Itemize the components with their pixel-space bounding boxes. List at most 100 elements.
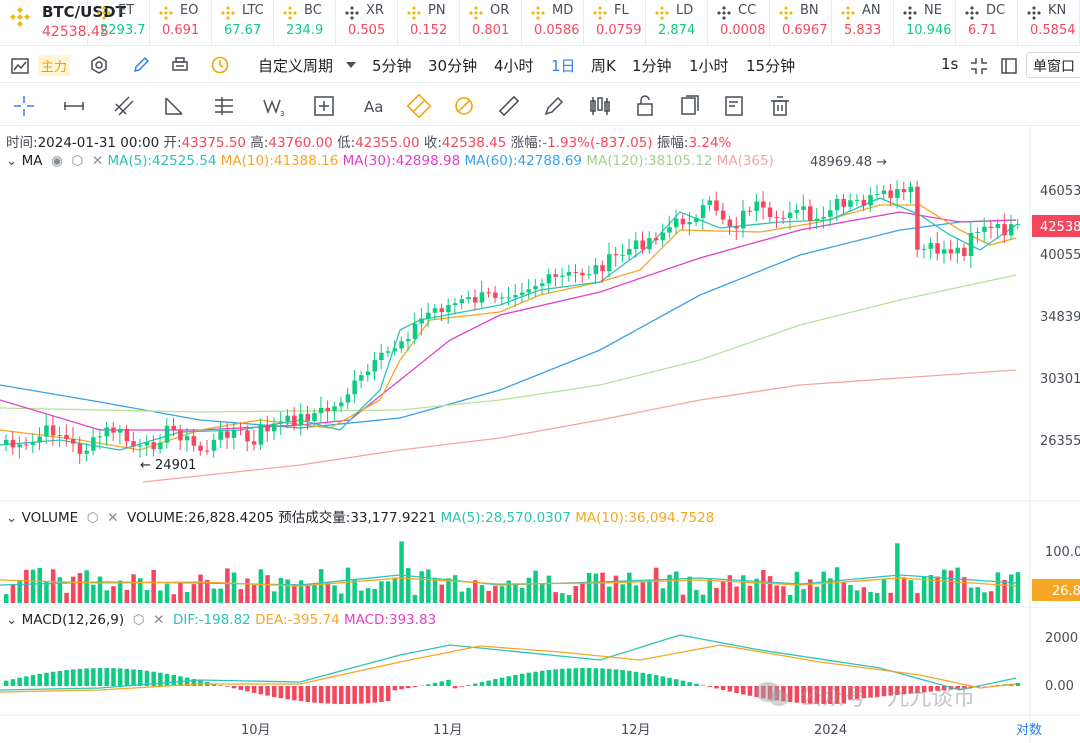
ma60-line [0, 219, 1017, 429]
period-15m[interactable]: 15分钟 [746, 57, 796, 75]
log-scale-toggle[interactable]: 对数 [1016, 723, 1042, 738]
ticker-symbol: OR [490, 3, 510, 18]
volume-bar [151, 569, 156, 603]
macd-bar [104, 668, 109, 686]
ticker-item[interactable]: KN 0.5854 [1018, 0, 1080, 45]
period-1m[interactable]: 1分钟 [632, 57, 672, 75]
volume-settings-icon[interactable]: ⬡ [82, 510, 99, 526]
period-5m[interactable]: 5分钟 [372, 57, 412, 75]
custom-period-dropdown[interactable]: 自定义周期 [258, 57, 334, 75]
volume-bar [674, 571, 679, 603]
ticker-item[interactable]: DC 6.71 [956, 0, 1018, 45]
chart-type-icon[interactable] [11, 57, 29, 75]
volume-bar [84, 570, 89, 603]
period-1h[interactable]: 1小时 [689, 57, 729, 75]
ticker-item[interactable]: OR 0.801 [460, 0, 522, 45]
ticker-item[interactable]: ET 2293.7 [88, 0, 150, 45]
period-30m[interactable]: 30分钟 [428, 57, 478, 75]
ruler-icon[interactable] [497, 94, 521, 118]
ma30-value: MA(30):42898.98 [342, 153, 461, 169]
pencil-icon[interactable] [132, 56, 150, 74]
ticker-symbol: MD [552, 3, 574, 18]
ticker-item[interactable]: XR 0.505 [336, 0, 398, 45]
ticker-item[interactable]: LTC 67.67 [212, 0, 274, 45]
macd-bar [613, 669, 619, 686]
refresh-interval[interactable]: 1s [941, 55, 959, 73]
eye-icon[interactable]: ◉ [46, 153, 63, 169]
volume-bar [747, 585, 753, 603]
macd-bar [660, 676, 666, 686]
candle [365, 371, 371, 376]
candle [975, 231, 980, 234]
candle [426, 312, 431, 319]
macd-close-icon[interactable]: ✕ [148, 612, 169, 628]
edit-icon[interactable] [723, 94, 747, 118]
volume-bar [928, 575, 934, 603]
candle [412, 323, 418, 340]
ticker-item[interactable]: NE 10.946 [894, 0, 956, 45]
short-position-icon[interactable] [452, 94, 476, 118]
volume-bar [727, 575, 733, 603]
ticker-symbol: PN [428, 3, 446, 18]
macd-bar [171, 675, 176, 686]
ticker-item[interactable]: BN 0.6967 [770, 0, 832, 45]
volume-bar [640, 582, 645, 603]
parallel-lines-icon[interactable] [112, 94, 136, 118]
candle [848, 200, 853, 207]
fullscreen-icon[interactable] [970, 57, 988, 75]
volume-bar [124, 589, 130, 603]
ticker-item[interactable]: PN 0.152 [398, 0, 460, 45]
ticker-item[interactable]: BC 234.9 [274, 0, 336, 45]
window-mode-select[interactable]: 单窗口 [1026, 52, 1080, 78]
macd-bar [372, 686, 377, 703]
horizontal-lines-icon[interactable] [212, 94, 236, 118]
ticker-item[interactable]: CC 0.0008 [708, 0, 770, 45]
trash-icon[interactable] [768, 94, 792, 118]
main-symbol[interactable]: BTC/USDT 42538.45 [0, 0, 126, 45]
ma-settings-icon[interactable]: ⬡ [67, 153, 84, 169]
candle [406, 339, 411, 342]
long-position-icon[interactable] [406, 93, 432, 119]
chevron-down-icon[interactable] [346, 62, 356, 70]
macd-bar [292, 686, 297, 701]
macd-bar [493, 679, 498, 686]
angle-icon[interactable] [162, 94, 186, 118]
timer-icon[interactable] [211, 56, 229, 74]
volume-bar [982, 592, 987, 603]
volume-close-icon[interactable]: ✕ [102, 510, 123, 526]
crosshair-icon[interactable] [12, 94, 36, 118]
ticker-item[interactable]: FL 0.0759 [584, 0, 646, 45]
text-tool-icon[interactable]: Aa [362, 94, 386, 118]
ticker-item[interactable]: LD 2.874 [646, 0, 708, 45]
indicator-icon[interactable] [588, 94, 612, 118]
measure-icon[interactable] [312, 94, 336, 118]
candle [151, 442, 156, 450]
macd-bar [519, 673, 525, 686]
ma-close-icon[interactable]: ✕ [87, 153, 104, 169]
main-indicator-badge[interactable]: 主力 [38, 55, 71, 76]
macd-bar [720, 686, 726, 691]
settings-icon[interactable] [90, 56, 108, 74]
volume-bar [71, 576, 76, 603]
ticker-item[interactable]: MD 0.0586 [522, 0, 584, 45]
period-4h[interactable]: 4小时 [494, 57, 534, 75]
period-week[interactable]: 周K [591, 57, 616, 75]
candle [71, 438, 76, 444]
macd-axis-label: 2000 [1045, 631, 1078, 646]
horizontal-segment-icon[interactable] [62, 94, 86, 118]
volume-bar [171, 594, 176, 603]
print-icon[interactable] [171, 56, 189, 74]
candle [238, 429, 243, 431]
layout-icon[interactable] [1000, 57, 1018, 75]
macd-settings-icon[interactable]: ⬡ [128, 612, 145, 628]
copy-icon[interactable] [678, 94, 702, 118]
macd-legend: ⌄ MACD(12,26,9) ⬡ ✕ DIF:-198.82 DEA:-395… [6, 612, 437, 628]
volume-bar [459, 591, 465, 603]
brush-icon[interactable] [542, 94, 566, 118]
lock-icon[interactable] [633, 94, 657, 118]
ticker-item[interactable]: AN 5.833 [832, 0, 894, 45]
ticker-item[interactable]: EO 0.691 [150, 0, 212, 45]
wave-icon[interactable]: 3 [262, 94, 286, 118]
period-1d[interactable]: 1日 [551, 57, 576, 75]
candle [834, 198, 840, 211]
